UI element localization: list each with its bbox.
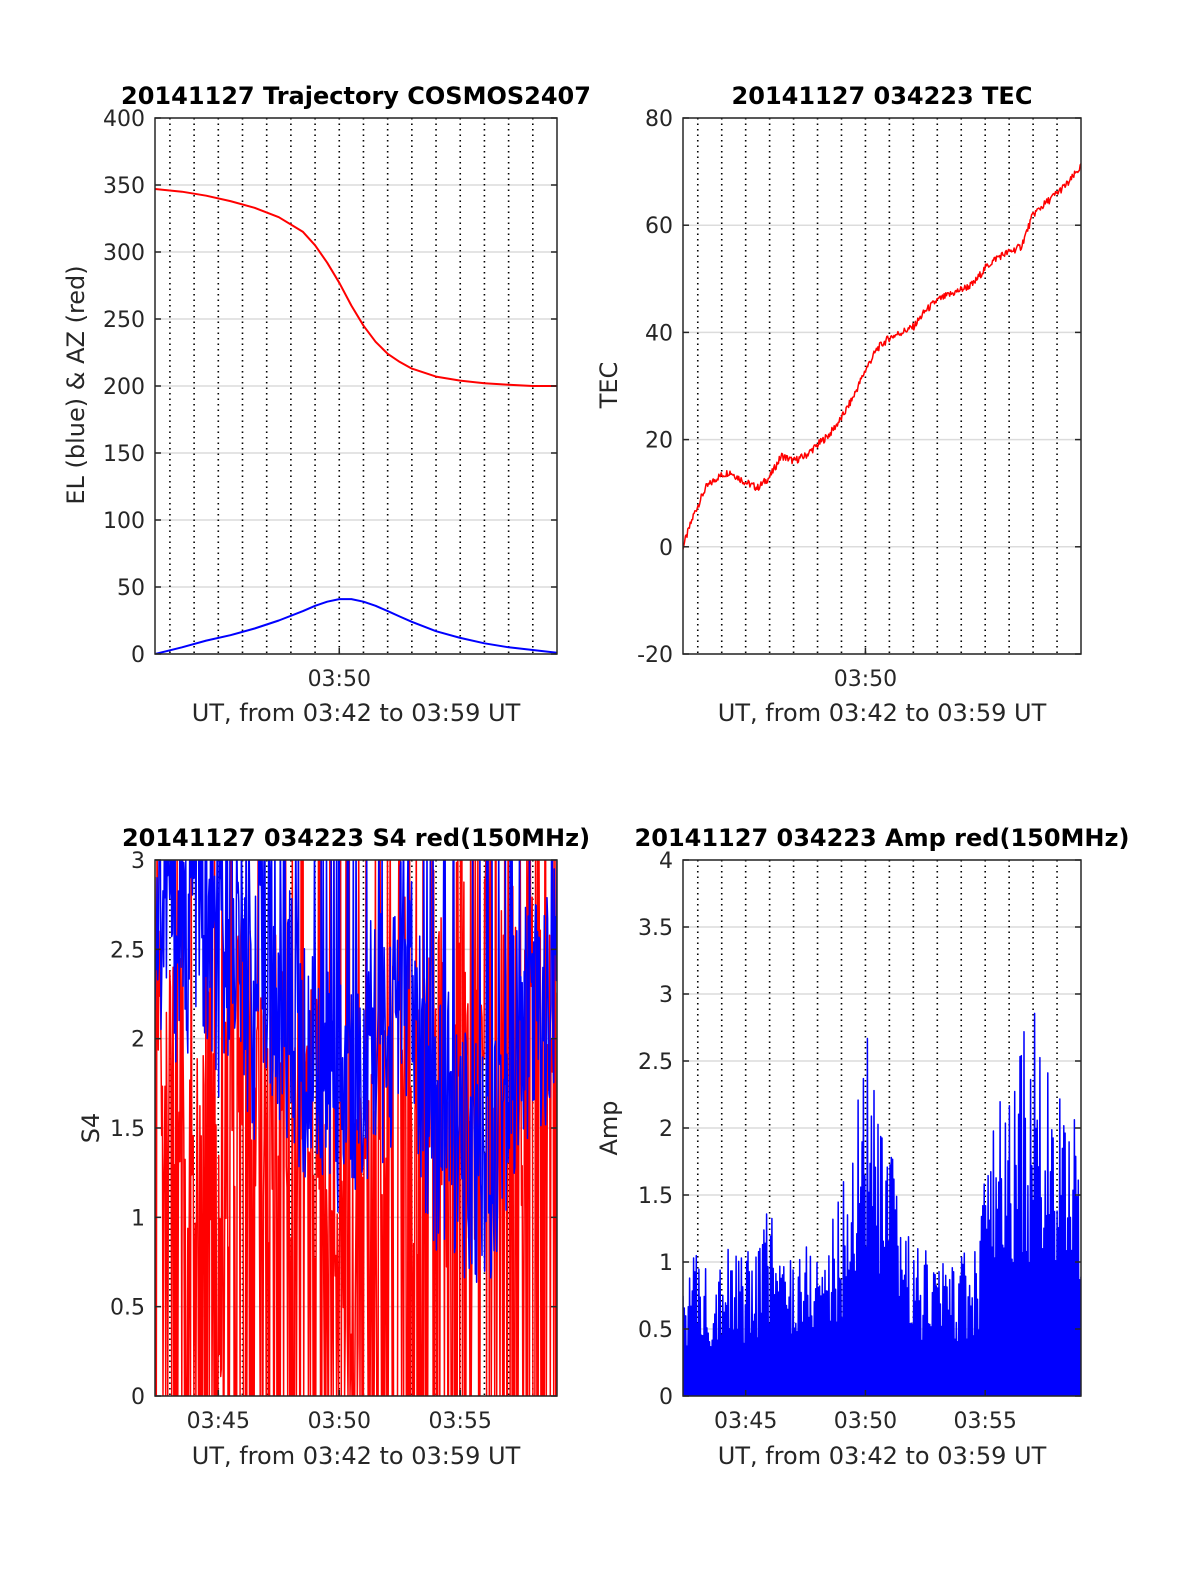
y-tick-label: 200 [103,375,145,400]
y-tick-label: 1.5 [110,1117,145,1142]
y-axis-label: EL (blue) & AZ (red) [62,265,90,504]
series-amp-line [683,1012,1081,1396]
x-tick-label: 03:50 [834,1409,897,1434]
y-axis-label: Amp [595,1100,623,1155]
y-tick-label: 2 [131,1028,145,1053]
y-tick-label: 150 [103,442,145,467]
y-tick-label: 0 [659,1385,673,1410]
tec-panel: 20141127 034223 TEC UT, from 03:42 to 03… [595,82,1082,727]
series-blue-line [155,860,557,1283]
y-axis-label: TEC [595,362,623,410]
y-tick-label: 60 [645,214,673,239]
x-tick-label: 03:45 [714,1409,777,1434]
y-tick-label: 20 [645,429,673,454]
y-tick-label: 400 [103,107,145,132]
trajectory-panel: 20141127 Trajectory COSMOS2407 UT, from … [62,82,591,727]
series-group [155,188,557,654]
s4-panel: 20141127 034223 S4 red(150MHz) UT, from … [77,824,590,1470]
y-tick-label: 300 [103,241,145,266]
y-tick-label: 0.5 [638,1318,673,1343]
axes-frame [682,117,1082,655]
y-tick-label: 0.5 [110,1296,145,1321]
y-tick-label: 2.5 [638,1050,673,1075]
y-tick-label: 3.5 [638,916,673,941]
series-az-line [155,188,557,387]
series-el-line [155,598,557,654]
y-tick-label: 2 [659,1117,673,1142]
x-tick-label: 03:55 [429,1409,492,1434]
y-tick-label: 2.5 [110,938,145,963]
x-tick-label: 03:50 [834,667,897,692]
y-tick-label: 0 [131,1385,145,1410]
x-axis-label: UT, from 03:42 to 03:59 UT [718,699,1047,727]
plot-area [683,118,1081,654]
y-tick-label: 350 [103,174,145,199]
y-tick-label: 250 [103,308,145,333]
x-tick-label: 03:50 [308,1409,371,1434]
y-tick-label: 50 [117,576,145,601]
series-group [683,1012,1081,1396]
x-axis-label: UT, from 03:42 to 03:59 UT [718,1442,1047,1470]
x-tick-label: 03:55 [953,1409,1016,1434]
panel-title: 20141127 034223 S4 red(150MHz) [122,824,590,852]
y-tick-label: 1 [659,1251,673,1276]
y-tick-label: 3 [131,849,145,874]
x-tick-label: 03:50 [308,667,371,692]
y-tick-label: 1.5 [638,1184,673,1209]
y-axis-label: S4 [77,1113,105,1144]
y-tick-label: -20 [637,643,673,668]
panel-title: 20141127 Trajectory COSMOS2407 [121,82,591,110]
x-axis-label: UT, from 03:42 to 03:59 UT [192,699,521,727]
panel-title: 20141127 034223 TEC [732,82,1033,110]
y-tick-label: 0 [659,536,673,561]
panel-title: 20141127 034223 Amp red(150MHz) [635,824,1130,852]
y-tick-label: 100 [103,509,145,534]
y-tick-label: 3 [659,983,673,1008]
x-axis-label: UT, from 03:42 to 03:59 UT [192,1442,521,1470]
x-tick-label: 03:45 [187,1409,250,1434]
y-tick-label: 4 [659,849,673,874]
series-tec-line [683,163,1081,550]
y-tick-label: 40 [645,321,673,346]
series-group [683,163,1081,550]
series-red-line [155,860,557,1396]
y-tick-label: 80 [645,107,673,132]
series-group [155,860,557,1396]
y-tick-label: 0 [131,643,145,668]
y-tick-label: 1 [131,1206,145,1231]
amp-panel: 20141127 034223 Amp red(150MHz) UT, from… [595,824,1129,1470]
